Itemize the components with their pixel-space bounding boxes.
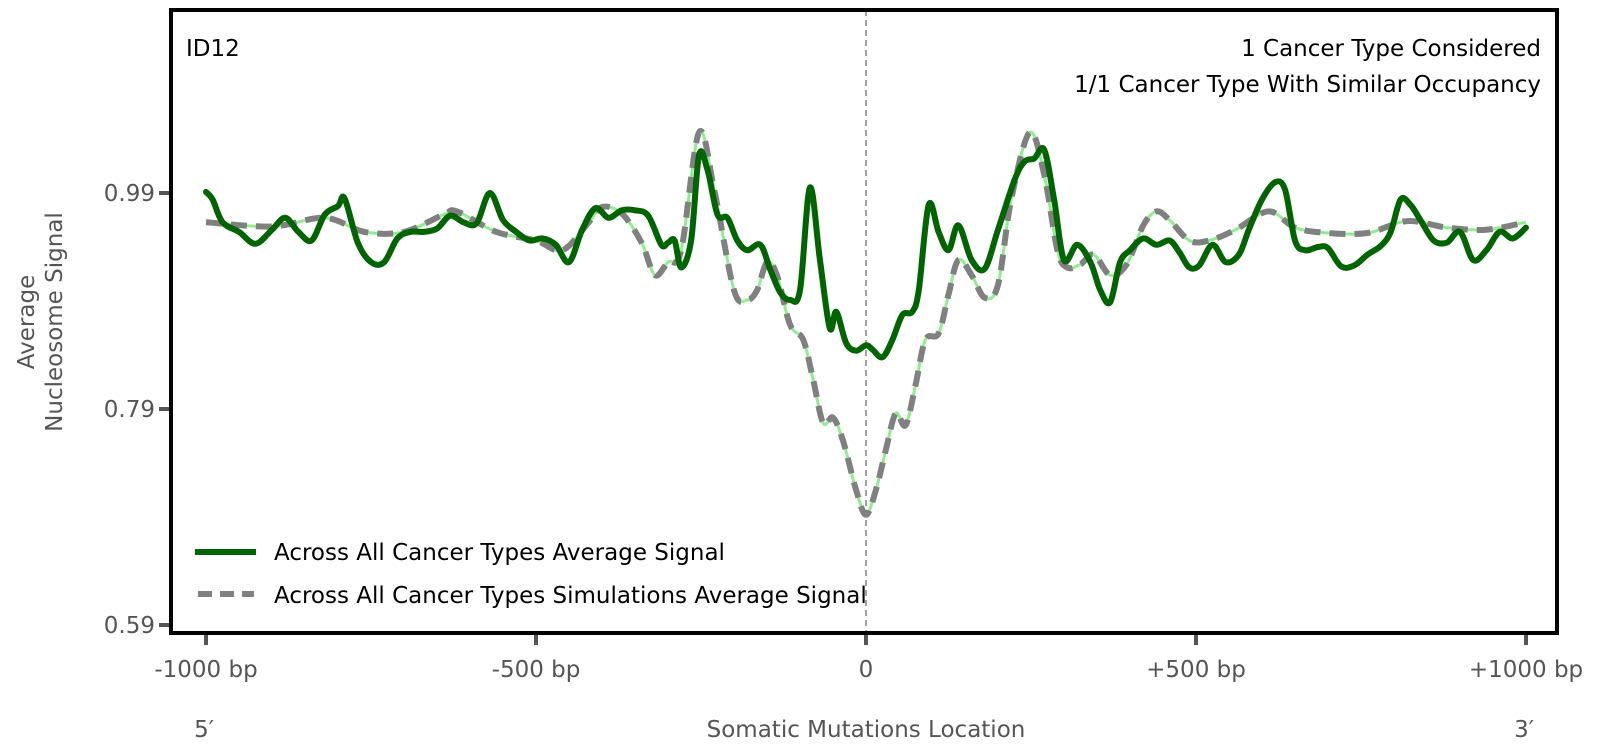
x-axis-label: Somatic Mutations Location: [707, 717, 1026, 743]
similar-occupancy-label: 1/1 Cancer Type With Similar Occupancy: [1074, 72, 1541, 98]
y-axis: 0.59 0.79 0.99: [104, 181, 169, 639]
y-axis-label-line1: Average: [14, 275, 40, 369]
x-tick-label: -500 bp: [492, 657, 581, 683]
observed-signal-line: [203, 145, 1529, 361]
x-axis: -1000 bp -500 bp 0 +500 bp +1000 bp: [154, 635, 1583, 683]
legend-label-simulated: Across All Cancer Types Simulations Aver…: [274, 583, 867, 609]
plot-area: [169, 8, 1559, 635]
legend: Across All Cancer Types Average Signal A…: [195, 540, 867, 609]
series-layer: [203, 127, 1529, 518]
x-tick-label: +500 bp: [1146, 657, 1246, 683]
x-tick-label: 0: [859, 657, 874, 683]
y-tick-label: 0.59: [104, 613, 155, 639]
legend-label-observed: Across All Cancer Types Average Signal: [274, 540, 725, 566]
y-tick-label: 0.99: [104, 181, 155, 207]
plot-frame: [169, 8, 1559, 635]
cancer-types-considered-label: 1 Cancer Type Considered: [1241, 36, 1541, 62]
x-tick-label: -1000 bp: [154, 657, 257, 683]
x-end-label-5prime: 5′: [194, 717, 214, 743]
y-tick-label: 0.79: [104, 397, 155, 423]
y-axis-label-line2: Nucleosome Signal: [42, 212, 68, 432]
x-end-label-3prime: 3′: [1514, 717, 1534, 743]
simulated-signal-line: [205, 127, 1527, 518]
x-tick-label: +1000 bp: [1469, 657, 1583, 683]
signature-id-label: ID12: [186, 36, 240, 62]
